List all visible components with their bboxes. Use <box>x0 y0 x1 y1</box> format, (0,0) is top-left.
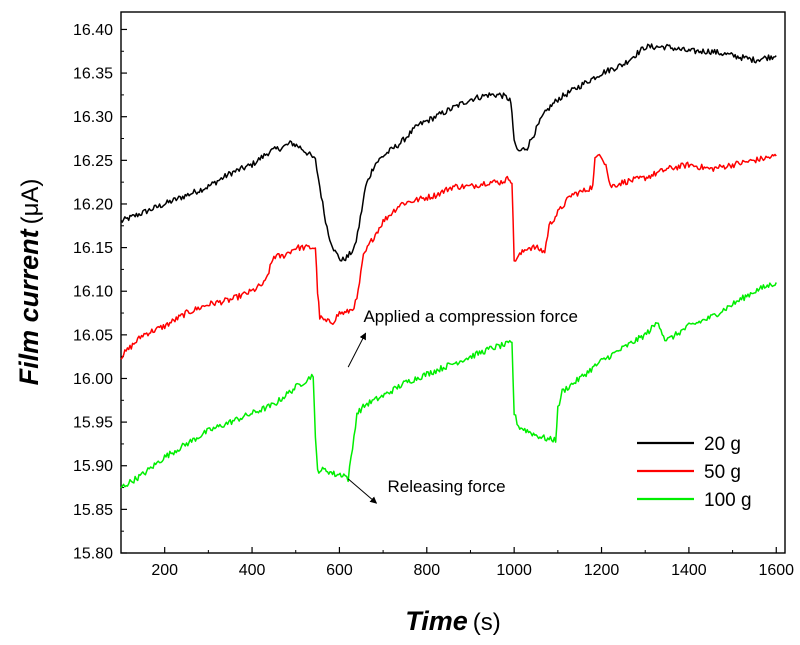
y-tick-label: 15.85 <box>73 502 113 519</box>
y-tick-label: 15.90 <box>73 458 113 475</box>
y-tick-label: 16.20 <box>73 196 113 213</box>
x-axis-label: Time <box>405 606 468 636</box>
y-tick-label: 15.80 <box>73 546 113 563</box>
legend-label: 50 g <box>704 462 741 483</box>
x-tick-label: 1600 <box>758 562 794 579</box>
y-axis-title: Film current (μA) <box>14 179 44 386</box>
y-tick-label: 16.05 <box>73 327 113 344</box>
y-tick-label: 16.00 <box>73 371 113 388</box>
y-tick-label: 16.30 <box>73 109 113 126</box>
series-line-100g <box>120 282 777 489</box>
series-line-50g <box>120 153 777 360</box>
x-tick-label: 800 <box>413 562 440 579</box>
y-tick-label: 16.35 <box>73 66 113 83</box>
y-tick-label: 16.15 <box>73 240 113 257</box>
annotation-text: Applied a compression force <box>363 307 578 326</box>
y-tick-label: 16.40 <box>73 22 113 39</box>
y-axis-unit: (μA) <box>17 179 44 225</box>
legend-label: 20 g <box>704 434 741 455</box>
x-axis-title: Time (s) <box>405 606 501 636</box>
x-tick-label: 400 <box>239 562 266 579</box>
annotation-text: Releasing force <box>387 477 505 496</box>
x-tick-label: 600 <box>326 562 353 579</box>
series-line-20g <box>120 43 777 262</box>
y-tick-label: 15.95 <box>73 415 113 432</box>
annotation-arrow <box>347 478 378 504</box>
x-tick-label: 1400 <box>671 562 707 579</box>
y-tick-label: 16.25 <box>73 153 113 170</box>
legend: 20 g 50 g 100 g <box>637 434 752 511</box>
x-axis-unit: (s) <box>473 609 501 636</box>
y-tick-label: 16.10 <box>73 284 113 301</box>
legend-label: 100 g <box>704 490 752 511</box>
annotation-arrow <box>347 332 367 368</box>
x-tick-label: 1200 <box>584 562 620 579</box>
y-axis-label: Film current <box>14 228 44 385</box>
x-tick-label: 1000 <box>496 562 532 579</box>
plot-frame <box>120 11 786 554</box>
x-tick-label: 200 <box>151 562 178 579</box>
